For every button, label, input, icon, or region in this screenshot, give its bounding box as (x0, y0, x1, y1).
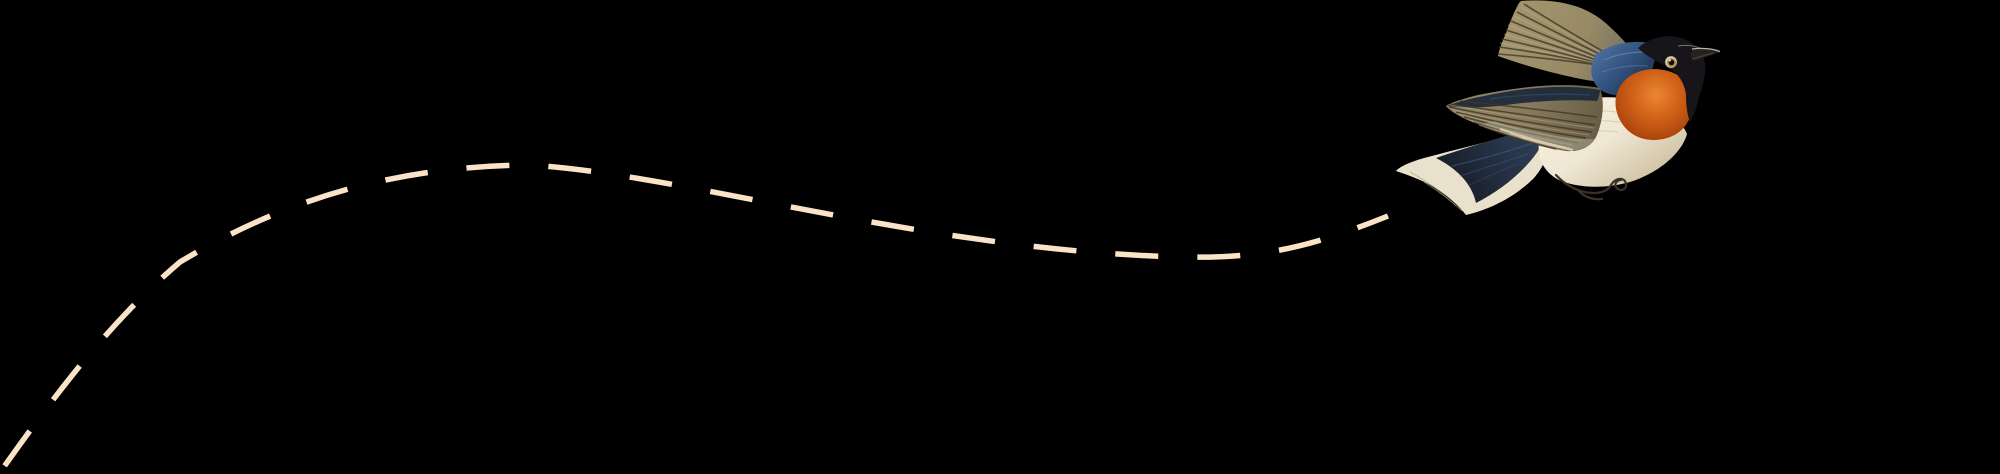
beak-highlight-line (1691, 47, 1721, 53)
bird-head (1638, 36, 1706, 122)
secondary-cream-edges (1499, 127, 1574, 152)
bird-feet (1554, 173, 1628, 201)
bird-breast (1615, 69, 1693, 141)
foot-curl (1609, 177, 1628, 191)
nape-sheen-line (1603, 51, 1645, 61)
tail-feather-separations (1409, 171, 1463, 212)
foot-toe (1576, 188, 1604, 201)
bird-near-wing (1446, 85, 1603, 152)
nape-sheen-line-2 (1601, 65, 1649, 73)
near-wing-covert-band (1447, 86, 1600, 108)
bird-eye (1664, 55, 1678, 69)
beak-gape-line (1691, 52, 1714, 60)
covert-sheen-line (1489, 93, 1591, 100)
bird-tail (1396, 124, 1551, 215)
near-wing-pale-secondaries (1482, 121, 1594, 151)
brow-highlight-line (1677, 44, 1703, 50)
tail-blue-sheen-lines (1451, 141, 1537, 187)
foot-leg (1554, 173, 1613, 195)
eye-glint (1668, 59, 1671, 62)
bird-beak (1677, 44, 1721, 61)
flight-path-dashed-line (0, 162, 1390, 474)
tail-dark-feathers (1436, 124, 1549, 203)
swallow-illustration (1396, 0, 1721, 215)
